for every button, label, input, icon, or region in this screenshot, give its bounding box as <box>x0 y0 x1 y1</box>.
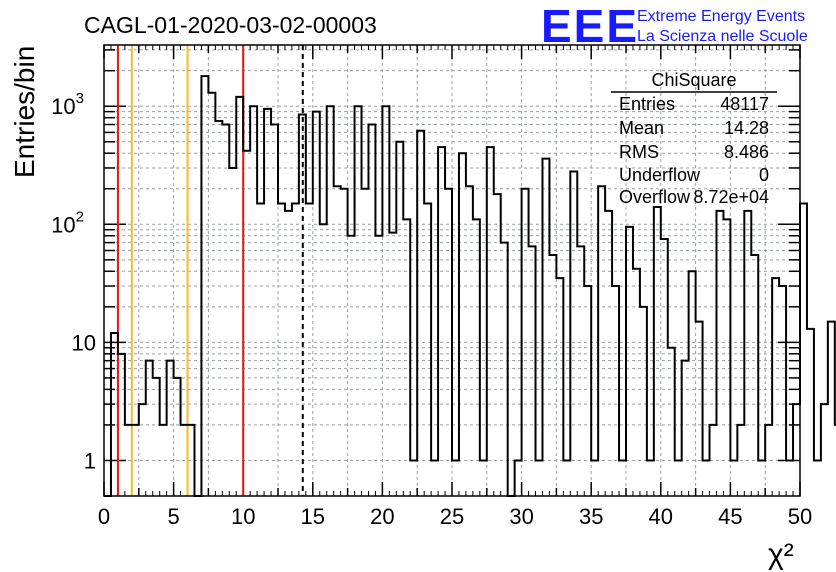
stats-row-value: 14.28 <box>724 118 769 138</box>
y-axis-title: Entries/bin <box>9 46 40 178</box>
y-tick-exponent: 2 <box>76 208 84 225</box>
stats-row-label: Entries <box>619 94 675 114</box>
eee-logo-line2: La Scienza nelle Scuole <box>637 28 808 45</box>
x-axis-title: χ² <box>768 538 794 571</box>
y-tick-label: 103 <box>51 90 84 119</box>
x-tick-label: 45 <box>718 504 742 529</box>
chart-title: CAGL-01-2020-03-02-00003 <box>84 12 377 38</box>
stats-row-value: 48117 <box>720 94 769 114</box>
histogram-outline <box>104 75 836 497</box>
plot-frame <box>103 44 801 497</box>
stats-row: RMS 8.486 <box>619 142 769 162</box>
x-tick-label: 15 <box>301 504 325 529</box>
stats-row: Mean 14.28 <box>619 118 769 138</box>
stats-box: ChiSquare Entries 48117 Mean 14.28 RMS 8… <box>611 70 777 207</box>
stats-row: Overflow 8.72e+04 <box>619 187 769 207</box>
x-tick-label: 30 <box>509 504 533 529</box>
stats-box-name: ChiSquare <box>651 70 736 90</box>
x-tick-label: 20 <box>370 504 394 529</box>
eee-logo-line1: Extreme Energy Events <box>637 8 805 25</box>
x-tick-label: 25 <box>440 504 464 529</box>
eee-logo: EEE Extreme Energy Events La Scienza nel… <box>541 0 808 52</box>
stats-row-label: Mean <box>619 118 664 138</box>
histogram <box>104 75 836 497</box>
stats-row-label: Underflow <box>619 165 701 185</box>
x-tick-label: 50 <box>788 504 812 529</box>
stats-row-label: Overflow <box>619 187 691 207</box>
y-tick-exponent: 3 <box>76 90 84 107</box>
y-tick-label: 102 <box>51 208 84 237</box>
stats-row-label: RMS <box>619 142 659 162</box>
axis-ticks <box>103 45 801 496</box>
stats-row: Underflow 0 <box>619 165 769 185</box>
stats-row-value: 0 <box>759 165 769 185</box>
x-tick-label: 0 <box>98 504 110 529</box>
stats-row-value: 8.486 <box>724 142 769 162</box>
x-tick-label: 40 <box>649 504 673 529</box>
stats-row-value: 8.72e+04 <box>693 187 769 207</box>
x-tick-label: 10 <box>231 504 255 529</box>
stats-row: Entries 48117 <box>619 94 769 114</box>
x-tick-label: 35 <box>579 504 603 529</box>
x-tick-label: 5 <box>167 504 179 529</box>
y-tick-label: 1 <box>84 448 96 473</box>
reference-lines <box>116 45 304 496</box>
x-tick-labels: 0 5 10 15 20 25 30 35 40 45 50 <box>98 504 812 529</box>
y-tick-labels: 1 10 102 103 <box>51 90 96 473</box>
eee-logo-text: EEE <box>541 0 639 52</box>
y-tick-label: 10 <box>72 330 96 355</box>
